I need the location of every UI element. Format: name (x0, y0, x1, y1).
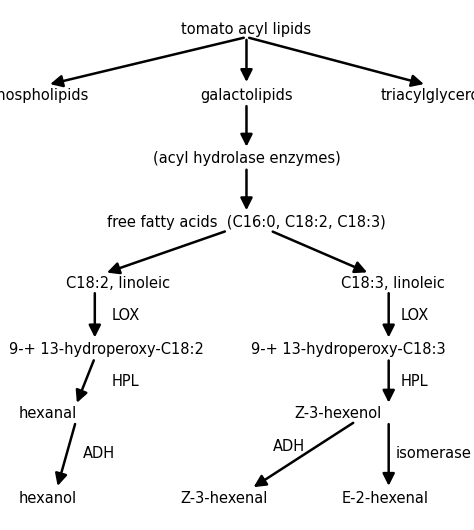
Text: (acyl hydrolase enzymes): (acyl hydrolase enzymes) (153, 152, 340, 166)
Text: Z-3-hexenol: Z-3-hexenol (294, 406, 381, 421)
Text: ADH: ADH (273, 439, 305, 454)
Text: triacylglycerols: triacylglycerols (381, 88, 474, 103)
Text: Z-3-hexenal: Z-3-hexenal (180, 491, 267, 506)
Text: 9-+ 13-hydroperoxy-C18:3: 9-+ 13-hydroperoxy-C18:3 (251, 342, 446, 357)
Text: LOX: LOX (111, 308, 140, 323)
Text: E-2-hexenal: E-2-hexenal (341, 491, 428, 506)
Text: isomerase: isomerase (396, 446, 472, 461)
Text: 9-+ 13-hydroperoxy-C18:2: 9-+ 13-hydroperoxy-C18:2 (9, 342, 204, 357)
Text: C18:3, linoleic: C18:3, linoleic (341, 276, 445, 291)
Text: HPL: HPL (111, 374, 139, 389)
Text: hexanal: hexanal (19, 406, 77, 421)
Text: LOX: LOX (401, 308, 429, 323)
Text: HPL: HPL (401, 374, 428, 389)
Text: C18:2, linoleic: C18:2, linoleic (66, 276, 171, 291)
Text: free fatty acids  (C16:0, C18:2, C18:3): free fatty acids (C16:0, C18:2, C18:3) (107, 215, 386, 230)
Text: hexanol: hexanol (19, 491, 77, 506)
Text: phospholipids: phospholipids (0, 88, 89, 103)
Text: tomato acyl lipids: tomato acyl lipids (182, 22, 311, 37)
Text: ADH: ADH (83, 446, 115, 461)
Text: galactolipids: galactolipids (200, 88, 293, 103)
